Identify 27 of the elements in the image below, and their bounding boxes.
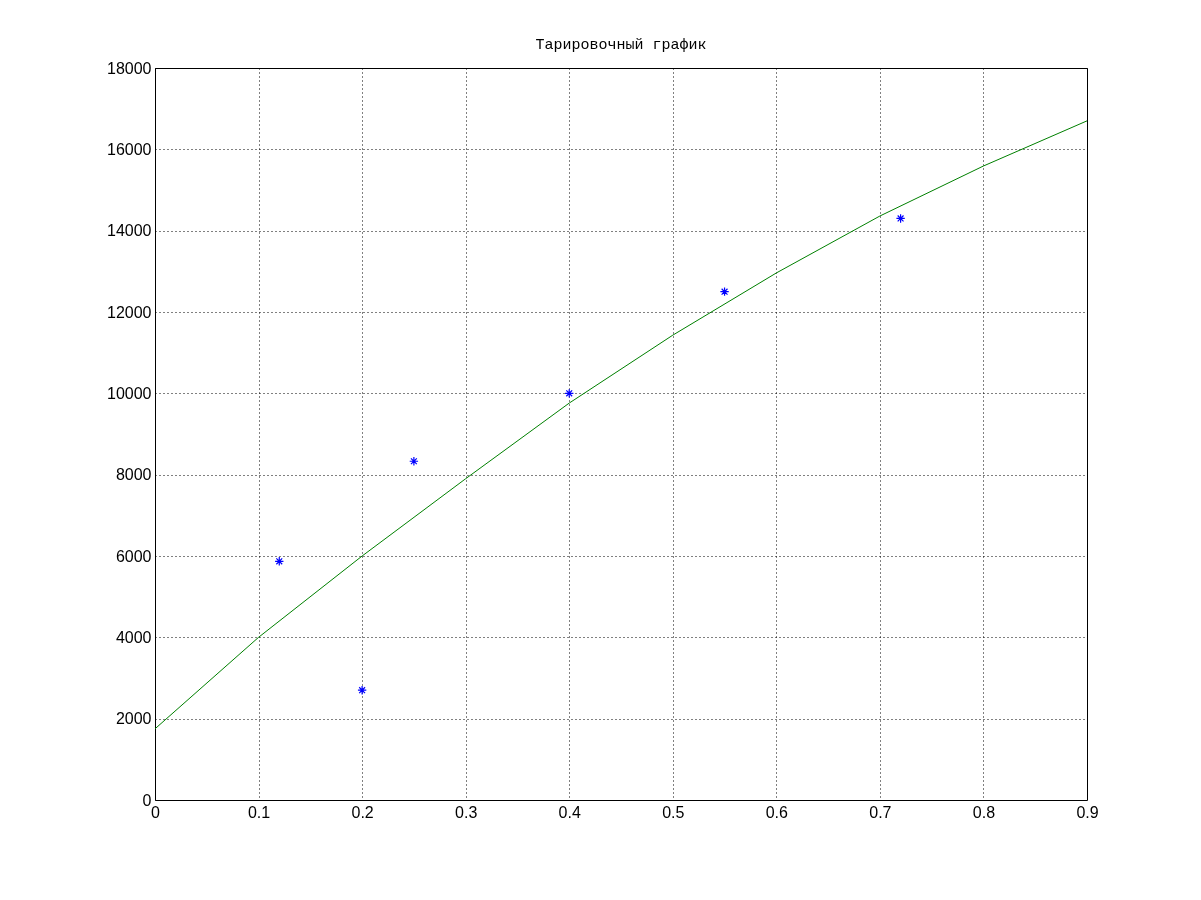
x-tick-label: 0.5 [662,803,685,821]
point [357,685,367,695]
y-tick-label: 2000 [115,710,152,728]
chart-title: Тарировочный график [535,37,707,54]
y-tick-label: 16000 [107,140,152,158]
x-tick-label: 0.3 [455,803,478,821]
x-tick-label: 0.2 [351,803,374,821]
point [719,286,730,297]
point [895,213,906,224]
y-tick-label: 6000 [115,547,152,565]
y-tick-label: 4000 [115,628,152,646]
x-tick-label: 0.4 [558,803,581,821]
x-tick-label: 0.8 [972,803,996,821]
y-tick-label: 0 [142,791,152,809]
y-tick-label: 14000 [107,222,152,240]
y-tick-label: 12000 [107,303,152,321]
y-tick-label: 8000 [115,466,152,484]
y-tick-label: 18000 [107,59,152,77]
point [274,556,285,567]
line-series [154,120,1088,730]
y-tick-label: 10000 [107,384,152,402]
x-tick-label: 0.7 [869,803,892,821]
x-tick-label: 0.6 [765,803,789,821]
x-tick-label: 0.1 [247,803,271,821]
point [564,388,575,399]
x-tick-label: 0.9 [1076,803,1099,821]
point [409,456,419,467]
